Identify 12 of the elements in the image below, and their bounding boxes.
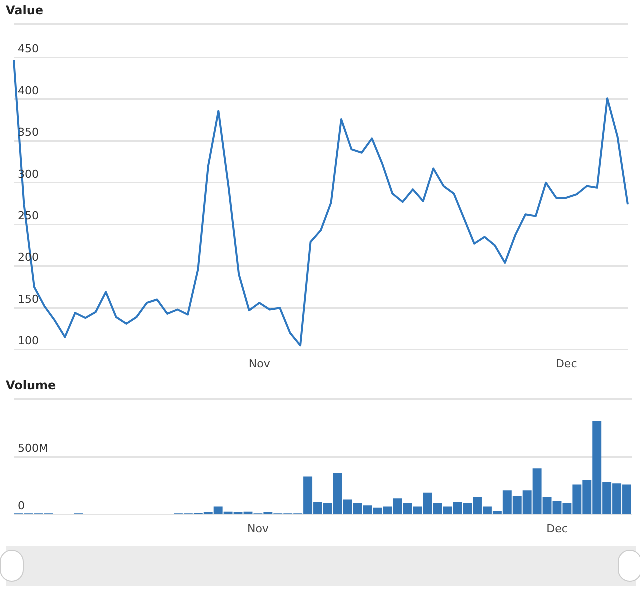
y-tick-label: 400 [18, 84, 39, 98]
x-tick-label: Nov [247, 522, 270, 536]
y-tick-label: 450 [18, 42, 39, 56]
chart-title: Volume [6, 378, 56, 392]
y-tick-label: 0 [18, 500, 25, 513]
y-tick-label: 500M [18, 442, 48, 455]
x-tick-label: Dec [546, 522, 568, 536]
x-tick-label: Nov [248, 357, 271, 370]
x-tick-label: Dec [556, 357, 578, 370]
y-tick-label: 150 [18, 292, 39, 306]
chart-title: Value [6, 3, 44, 18]
y-tick-label: 100 [18, 334, 39, 348]
